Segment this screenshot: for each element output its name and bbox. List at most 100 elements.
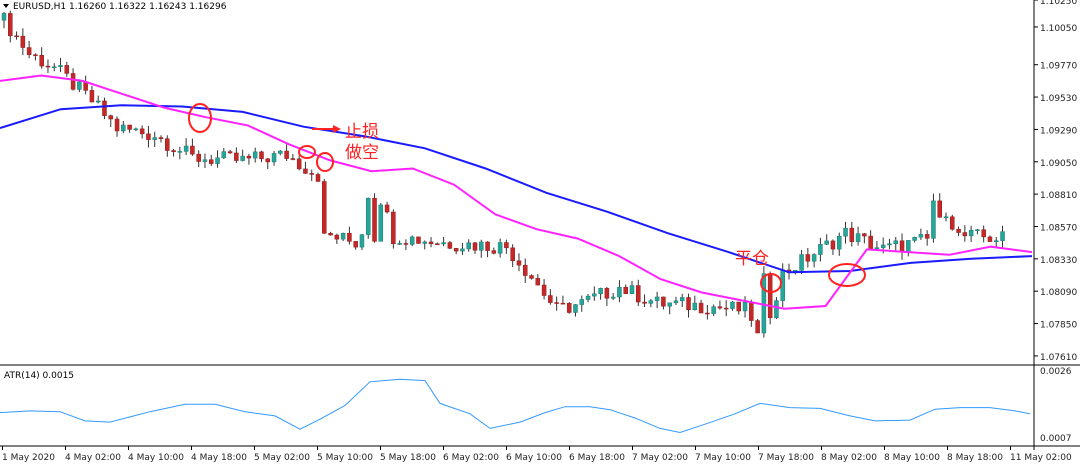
time-tick-label: 8 May 18:00 [947,453,1003,463]
candle-bull [931,200,936,239]
candle-bear [146,133,151,140]
candle-bull [610,296,616,299]
candle-bull [692,302,698,310]
candle-bear [541,284,547,296]
candle-bear [491,250,497,254]
candle-bear [529,275,534,279]
candle-bull [359,234,365,248]
price-tick-label: 1.09050 [1040,159,1077,169]
candle-bear [290,158,296,160]
price-tick-label: 1.08330 [1040,256,1077,266]
time-tick-label: 1 May 2020 [2,453,55,463]
candle-bear [89,90,95,103]
candle-bear [755,320,760,334]
candle-bear [403,243,409,245]
candle-bear [70,73,76,90]
candle-bear [303,168,308,174]
time-tick-label: 7 May 02:00 [632,453,688,463]
candle-bear [322,181,327,234]
candle-bear [328,232,333,236]
time-tick-label: 8 May 02:00 [821,453,877,463]
candle-bull [799,254,804,271]
candle-bear [723,307,729,310]
candle-bull [183,145,189,152]
candle-bull [252,151,258,159]
candle-bull [592,293,597,297]
time-tick-label: 4 May 18:00 [191,453,247,463]
price-tick-label: 1.07610 [1040,353,1077,363]
short-label: 做空 [345,143,379,163]
candle-bear [14,35,19,38]
candle-bull [422,241,428,244]
candle-bear [64,65,70,74]
candle-bear [171,150,176,152]
price-panel [0,10,1033,338]
candle-bear [924,234,930,239]
candle-bull [774,300,779,319]
candle-bull [441,242,446,245]
candle-bull [340,233,346,240]
candle-bear [347,233,352,242]
candle-bear [102,100,107,116]
candle-bear [20,35,26,48]
candle-bull [585,295,591,300]
candle-bear [315,174,321,182]
price-tick-label: 1.08570 [1040,223,1077,233]
candle-bull [1000,231,1005,241]
candle-bull [365,197,371,235]
candle-bear [309,173,314,175]
marker-circle [298,145,316,159]
candle-bear [987,236,993,242]
candle-bear [956,228,961,233]
ma-fast-line [0,74,1033,310]
chevron-down-icon [3,4,9,8]
candle-bull [95,100,101,103]
candle-bear [114,118,120,132]
candle-bull [993,240,999,242]
candle-bear [717,306,723,309]
candle-bull [893,240,899,244]
candle-bear [981,229,986,238]
candle-bear [899,240,905,253]
atr-title: ATR(14) 0.0015 [4,371,74,381]
candle-bull [479,241,484,251]
candle-bear [391,211,396,244]
candle-bear [522,264,528,276]
candle-bull [579,299,585,305]
candle-bear [45,65,51,68]
candle-bull [943,216,949,219]
candle-bear [767,273,773,319]
candle-bull [679,297,685,302]
arrow-head-icon [333,125,341,133]
candle-bear [372,197,377,242]
candle-bull [843,227,848,237]
candle-bull [824,240,829,245]
ma-slow-line [0,104,1033,274]
candle-bear [453,248,459,252]
time-tick-label: 11 May 02:00 [1010,453,1072,463]
candle-bear [127,124,132,130]
candle-bear [334,234,340,240]
candle-bull [818,244,823,255]
time-tick-label: 5 May 02:00 [254,453,310,463]
candle-bear [296,158,302,170]
candle-bull [918,234,924,238]
candle-bear [516,260,522,266]
close-position-label: 平仓 [735,249,769,269]
candle-bull [761,273,767,334]
time-tick-label: 8 May 10:00 [884,453,940,463]
candle-bull [133,128,139,131]
atr-panel [0,378,1031,434]
candle-bull [906,240,911,253]
candle-bull [378,204,384,242]
candle-bear [165,138,170,151]
price-tick-label: 1.09530 [1040,94,1077,104]
price-tick-label: 1.10050 [1040,24,1077,34]
candle-bear [416,236,421,244]
candle-bull [1,13,7,21]
time-tick-label: 4 May 02:00 [65,453,121,463]
time-tick-label: 6 May 18:00 [569,453,625,463]
candle-bull [466,242,471,250]
